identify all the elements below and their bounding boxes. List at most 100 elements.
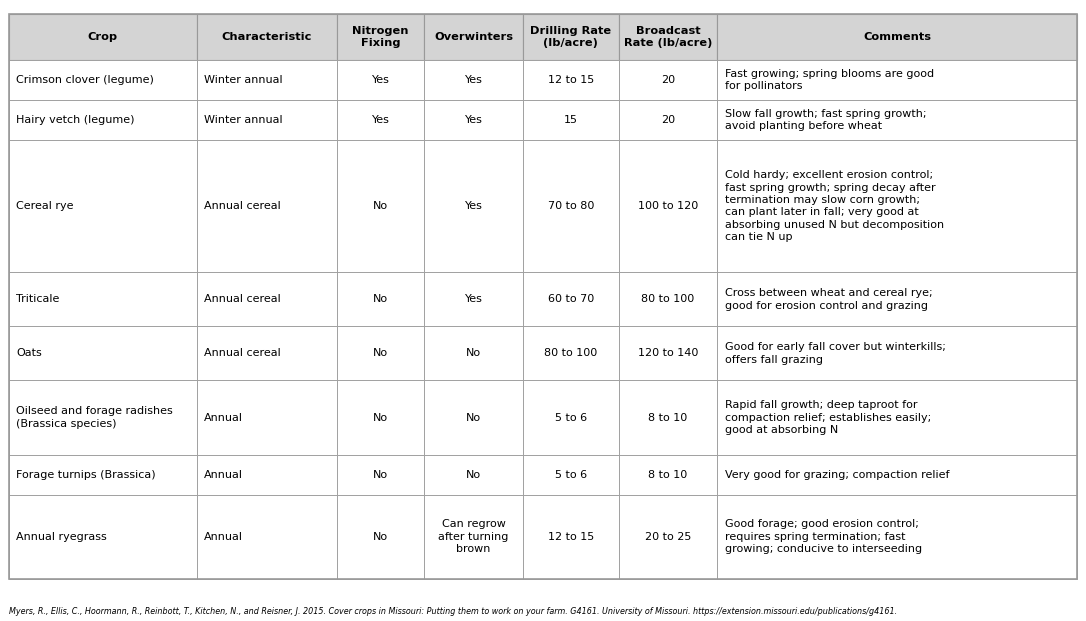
- Bar: [717, 327, 1077, 381]
- Bar: [9, 495, 197, 579]
- Text: Yes: Yes: [465, 115, 482, 125]
- Text: Yes: Yes: [371, 115, 390, 125]
- Bar: [619, 327, 717, 381]
- Text: Broadcast
Rate (lb/acre): Broadcast Rate (lb/acre): [623, 26, 712, 48]
- Text: Can regrow
after turning
brown: Can regrow after turning brown: [439, 519, 508, 554]
- Bar: [619, 100, 717, 140]
- Text: Good forage; good erosion control;
requires spring termination; fast
growing; co: Good forage; good erosion control; requi…: [724, 519, 922, 554]
- Bar: [337, 273, 425, 327]
- Text: Winter annual: Winter annual: [204, 75, 283, 85]
- Text: No: No: [372, 532, 388, 542]
- Text: Yes: Yes: [371, 75, 390, 85]
- Text: 8 to 10: 8 to 10: [648, 469, 687, 479]
- Bar: [197, 273, 337, 327]
- Text: Good for early fall cover but winterkills;
offers fall grazing: Good for early fall cover but winterkill…: [724, 342, 946, 365]
- Text: Yes: Yes: [465, 201, 482, 211]
- Bar: [619, 14, 717, 60]
- Text: Annual ryegrass: Annual ryegrass: [16, 532, 108, 542]
- Bar: [717, 455, 1077, 495]
- Text: 15: 15: [564, 115, 578, 125]
- Text: Annual: Annual: [204, 412, 243, 422]
- Text: 5 to 6: 5 to 6: [555, 469, 586, 479]
- Bar: [425, 14, 522, 60]
- Text: 20: 20: [661, 115, 675, 125]
- Bar: [522, 327, 619, 381]
- Bar: [9, 100, 197, 140]
- Bar: [337, 495, 425, 579]
- Text: Rapid fall growth; deep taproot for
compaction relief; establishes easily;
good : Rapid fall growth; deep taproot for comp…: [724, 400, 931, 435]
- Bar: [337, 60, 425, 100]
- Bar: [425, 60, 522, 100]
- Text: Cereal rye: Cereal rye: [16, 201, 74, 211]
- Bar: [197, 100, 337, 140]
- Bar: [337, 327, 425, 381]
- Bar: [9, 381, 197, 455]
- Text: No: No: [372, 412, 388, 422]
- Bar: [197, 327, 337, 381]
- Text: Nitrogen
Fixing: Nitrogen Fixing: [352, 26, 408, 48]
- Text: 60 to 70: 60 to 70: [547, 294, 594, 304]
- Bar: [717, 381, 1077, 455]
- Bar: [619, 140, 717, 273]
- Bar: [9, 60, 197, 100]
- Text: 12 to 15: 12 to 15: [547, 532, 594, 542]
- Text: No: No: [372, 469, 388, 479]
- Bar: [717, 100, 1077, 140]
- Bar: [425, 100, 522, 140]
- Text: Very good for grazing; compaction relief: Very good for grazing; compaction relief: [724, 469, 949, 479]
- Bar: [9, 327, 197, 381]
- Bar: [522, 495, 619, 579]
- Text: 12 to 15: 12 to 15: [547, 75, 594, 85]
- Bar: [619, 495, 717, 579]
- Text: Hairy vetch (legume): Hairy vetch (legume): [16, 115, 135, 125]
- Text: Fast growing; spring blooms are good
for pollinators: Fast growing; spring blooms are good for…: [724, 69, 934, 91]
- Bar: [717, 273, 1077, 327]
- Bar: [337, 381, 425, 455]
- Bar: [619, 455, 717, 495]
- Bar: [522, 273, 619, 327]
- Text: Oats: Oats: [16, 348, 42, 358]
- Bar: [425, 495, 522, 579]
- Text: 80 to 100: 80 to 100: [544, 348, 597, 358]
- Bar: [425, 140, 522, 273]
- Bar: [619, 60, 717, 100]
- Text: 100 to 120: 100 to 120: [637, 201, 698, 211]
- Bar: [197, 495, 337, 579]
- Text: Comments: Comments: [863, 32, 932, 42]
- Text: 120 to 140: 120 to 140: [637, 348, 698, 358]
- Bar: [522, 60, 619, 100]
- Text: Characteristic: Characteristic: [222, 32, 312, 42]
- Bar: [522, 14, 619, 60]
- Bar: [337, 100, 425, 140]
- Text: 5 to 6: 5 to 6: [555, 412, 586, 422]
- Bar: [522, 140, 619, 273]
- Bar: [619, 273, 717, 327]
- Bar: [425, 273, 522, 327]
- Text: Annual: Annual: [204, 532, 243, 542]
- Text: No: No: [466, 412, 481, 422]
- Bar: [197, 60, 337, 100]
- Text: Drilling Rate
(lb/acre): Drilling Rate (lb/acre): [530, 26, 611, 48]
- Text: No: No: [372, 201, 388, 211]
- Text: No: No: [372, 348, 388, 358]
- Bar: [337, 140, 425, 273]
- Text: Myers, R., Ellis, C., Hoormann, R., Reinbott, T., Kitchen, N., and Reisner, J. 2: Myers, R., Ellis, C., Hoormann, R., Rein…: [9, 607, 897, 616]
- Bar: [522, 100, 619, 140]
- Bar: [717, 60, 1077, 100]
- Text: Winter annual: Winter annual: [204, 115, 283, 125]
- Text: 20: 20: [661, 75, 675, 85]
- Text: Oilseed and forage radishes
(Brassica species): Oilseed and forage radishes (Brassica sp…: [16, 406, 173, 428]
- Text: 80 to 100: 80 to 100: [642, 294, 695, 304]
- Text: Yes: Yes: [465, 294, 482, 304]
- Bar: [197, 455, 337, 495]
- Bar: [197, 14, 337, 60]
- Bar: [9, 273, 197, 327]
- Bar: [425, 381, 522, 455]
- Text: Annual cereal: Annual cereal: [204, 294, 281, 304]
- Bar: [522, 455, 619, 495]
- Bar: [197, 381, 337, 455]
- Text: Crop: Crop: [88, 32, 117, 42]
- Bar: [717, 14, 1077, 60]
- Bar: [337, 455, 425, 495]
- Bar: [522, 381, 619, 455]
